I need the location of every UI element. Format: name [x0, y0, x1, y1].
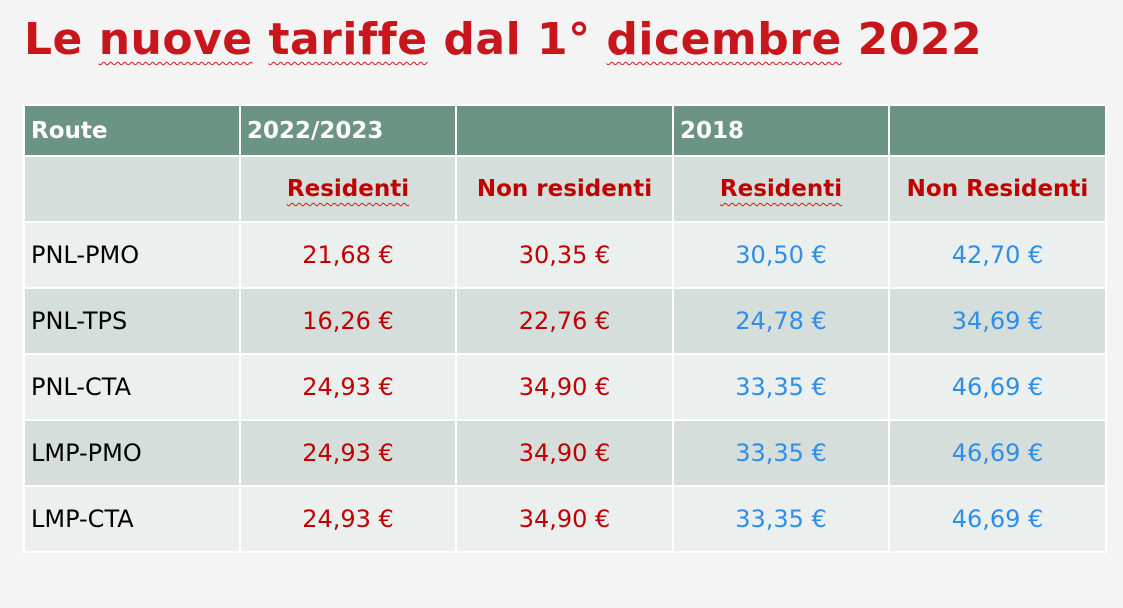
header-period-2022-2023: 2022/2023 — [239, 104, 457, 157]
fare-residenti-2022: 24,93 € — [239, 485, 457, 553]
subheader-non-residenti-2022: Non residenti — [455, 155, 674, 223]
subheader-empty — [23, 155, 241, 223]
fare-residenti-2018: 33,35 € — [672, 485, 890, 553]
fare-non-residenti-2018: 46,69 € — [888, 419, 1107, 487]
fare-non-residenti-2022: 34,90 € — [455, 353, 674, 421]
fare-non-residenti-2018: 46,69 € — [888, 485, 1107, 553]
route-cell: LMP-PMO — [23, 419, 241, 487]
table-subheader-row: Residenti Non residenti Residenti Non Re… — [23, 155, 1107, 223]
subheader-label: Residenti — [286, 176, 410, 202]
fare-non-residenti-2018: 46,69 € — [888, 353, 1107, 421]
fare-residenti-2022: 21,68 € — [239, 221, 457, 289]
title-word-dicembre: dicembre — [606, 14, 842, 65]
title-part: dal 1° — [427, 14, 607, 65]
table-row: PNL-PMO 21,68 € 30,35 € 30,50 € 42,70 € — [23, 221, 1107, 289]
subheader-residenti-2022: Residenti — [239, 155, 457, 223]
fare-residenti-2018: 24,78 € — [672, 287, 890, 355]
table-row: PNL-TPS 16,26 € 22,76 € 24,78 € 34,69 € — [23, 287, 1107, 355]
fare-residenti-2018: 30,50 € — [672, 221, 890, 289]
page-title: Le nuove tariffe dal 1° dicembre 2022 — [24, 10, 982, 70]
fare-non-residenti-2022: 22,76 € — [455, 287, 674, 355]
title-part: 2022 — [841, 14, 983, 65]
title-word-nuove: nuove — [98, 14, 253, 65]
fare-residenti-2018: 33,35 € — [672, 419, 890, 487]
fare-non-residenti-2018: 34,69 € — [888, 287, 1107, 355]
header-empty — [455, 104, 674, 157]
header-period-2018: 2018 — [672, 104, 890, 157]
route-cell: LMP-CTA — [23, 485, 241, 553]
header-empty — [888, 104, 1107, 157]
subheader-label: Residenti — [719, 176, 843, 202]
fare-non-residenti-2022: 34,90 € — [455, 485, 674, 553]
table-row: PNL-CTA 24,93 € 34,90 € 33,35 € 46,69 € — [23, 353, 1107, 421]
fare-non-residenti-2018: 42,70 € — [888, 221, 1107, 289]
table-row: LMP-PMO 24,93 € 34,90 € 33,35 € 46,69 € — [23, 419, 1107, 487]
route-cell: PNL-PMO — [23, 221, 241, 289]
table-header-row: Route 2022/2023 2018 — [23, 104, 1107, 157]
header-route: Route — [23, 104, 241, 157]
table-row: LMP-CTA 24,93 € 34,90 € 33,35 € 46,69 € — [23, 485, 1107, 553]
title-part — [253, 14, 269, 65]
title-word-tariffe: tariffe — [268, 14, 428, 65]
fare-residenti-2022: 24,93 € — [239, 419, 457, 487]
fare-residenti-2022: 24,93 € — [239, 353, 457, 421]
fares-table: Route 2022/2023 2018 Residenti Non resid… — [23, 104, 1107, 553]
fare-residenti-2018: 33,35 € — [672, 353, 890, 421]
route-cell: PNL-CTA — [23, 353, 241, 421]
subheader-label: Non residenti — [476, 176, 653, 202]
route-cell: PNL-TPS — [23, 287, 241, 355]
subheader-non-residenti-2018: Non Residenti — [888, 155, 1107, 223]
subheader-residenti-2018: Residenti — [672, 155, 890, 223]
subheader-label: Non Residenti — [906, 176, 1089, 202]
fare-residenti-2022: 16,26 € — [239, 287, 457, 355]
fare-non-residenti-2022: 34,90 € — [455, 419, 674, 487]
fare-non-residenti-2022: 30,35 € — [455, 221, 674, 289]
title-part: Le — [24, 14, 99, 65]
